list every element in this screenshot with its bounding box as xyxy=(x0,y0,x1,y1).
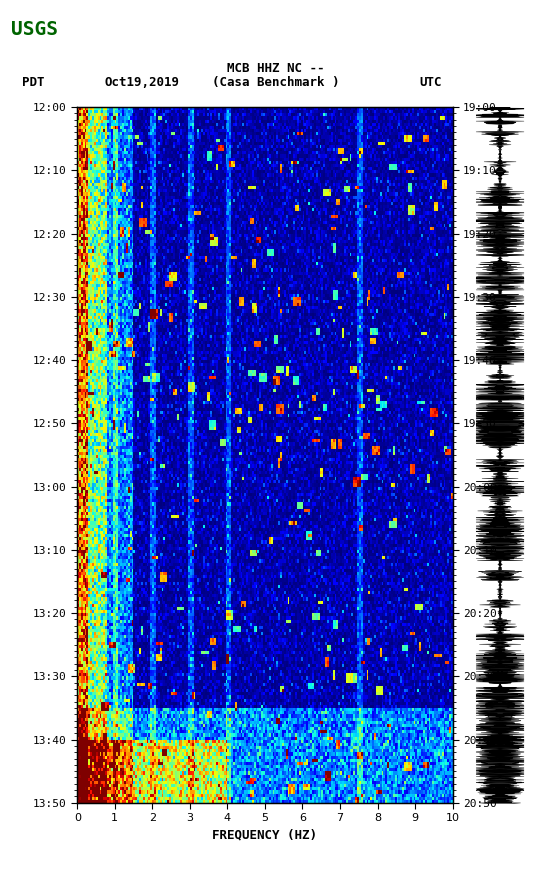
Text: UTC: UTC xyxy=(420,76,442,89)
Text: (Casa Benchmark ): (Casa Benchmark ) xyxy=(213,76,339,89)
Text: MCB HHZ NC --: MCB HHZ NC -- xyxy=(227,62,325,75)
Text: USGS: USGS xyxy=(11,20,58,38)
X-axis label: FREQUENCY (HZ): FREQUENCY (HZ) xyxy=(213,829,317,842)
Text: Oct19,2019: Oct19,2019 xyxy=(105,76,180,89)
Text: PDT: PDT xyxy=(22,76,45,89)
